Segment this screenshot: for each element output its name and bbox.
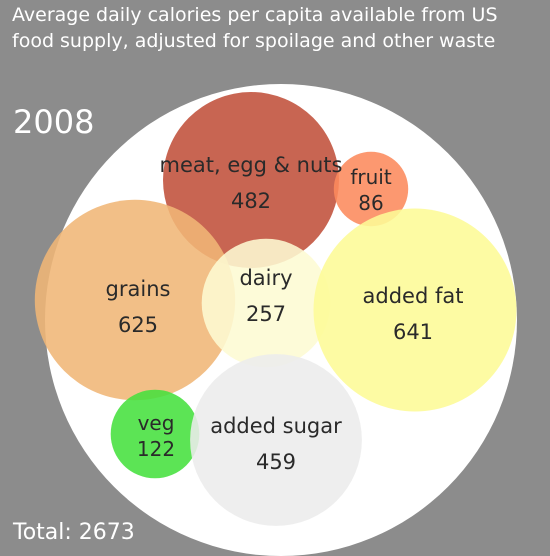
bubble-added-sugar [190,354,362,526]
bubble-name-added-sugar: added sugar [210,414,342,438]
bubble-value-fruit: 86 [358,191,383,215]
bubble-dairy [201,238,331,368]
bubble-name-meat-egg-nuts: meat, egg & nuts [160,153,343,177]
bubble-value-added-fat: 641 [393,320,433,344]
bubble-fruit [333,151,409,227]
bubble-value-grains: 625 [118,313,158,337]
chart-title-line-1: Average daily calories per capita availa… [12,4,498,26]
bubble-added-fat [313,208,517,412]
bubble-value-added-sugar: 459 [256,450,296,474]
chart-title-line-2: food supply, adjusted for spoilage and o… [12,30,496,52]
bubble-value-meat-egg-nuts: 482 [231,189,271,213]
chart-title: Average daily calories per capita availa… [12,2,542,54]
bubble-value-veg: 122 [137,437,175,461]
bubble-name-grains: grains [106,277,171,301]
bubble-grains [34,199,236,401]
bubble-value-dairy: 257 [246,302,286,326]
bubble-name-veg: veg [138,411,175,435]
bubble-meat-egg-nuts [163,92,339,268]
total-label: Total: 2673 [13,520,135,545]
bubble-name-fruit: fruit [350,165,391,189]
bubble-veg [110,389,200,479]
bubble-name-dairy: dairy [239,266,292,290]
year-label: 2008 [13,103,95,141]
bubble-name-added-fat: added fat [363,284,464,308]
